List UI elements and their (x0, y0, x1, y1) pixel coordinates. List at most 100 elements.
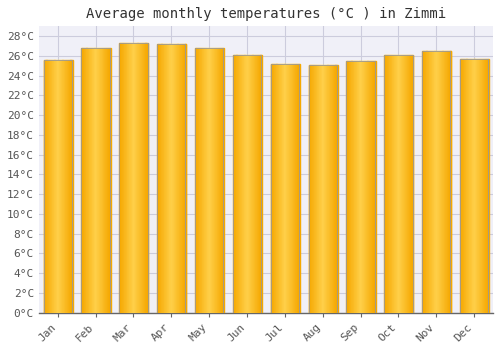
Bar (51, 60, 52, 313)
Bar (354, 61, 355, 313)
Bar (96, 48, 98, 313)
Bar (163, 44, 164, 313)
Bar (258, 55, 259, 313)
Bar (48, 60, 50, 313)
Bar (208, 48, 209, 313)
Bar (450, 51, 452, 313)
Bar (324, 65, 326, 313)
Bar (394, 55, 395, 313)
Bar (433, 51, 434, 313)
Bar (99, 48, 100, 313)
Bar (369, 61, 370, 313)
Bar (120, 43, 122, 313)
Bar (476, 59, 478, 313)
Bar (310, 65, 312, 313)
Bar (168, 44, 170, 313)
Bar (446, 51, 447, 313)
Bar (234, 55, 235, 313)
Bar (422, 51, 450, 313)
Bar (323, 65, 324, 313)
Bar (318, 65, 319, 313)
Bar (396, 55, 398, 313)
Bar (422, 51, 423, 313)
Bar (309, 65, 310, 313)
Bar (213, 48, 214, 313)
Bar (426, 51, 427, 313)
Bar (84, 48, 85, 313)
Bar (355, 61, 356, 313)
Bar (460, 59, 488, 313)
Bar (464, 59, 465, 313)
Bar (109, 48, 110, 313)
Bar (82, 48, 83, 313)
Bar (176, 44, 177, 313)
Bar (244, 55, 245, 313)
Bar (124, 43, 125, 313)
Bar (95, 48, 96, 313)
Bar (348, 61, 350, 313)
Bar (94, 48, 96, 313)
Bar (466, 59, 468, 313)
Bar (387, 55, 388, 313)
Bar (201, 48, 202, 313)
Bar (253, 55, 254, 313)
Bar (463, 59, 464, 313)
Bar (399, 55, 400, 313)
Bar (474, 59, 476, 313)
Bar (245, 55, 246, 313)
Bar (479, 59, 480, 313)
Bar (100, 48, 101, 313)
Bar (435, 51, 436, 313)
Bar (347, 61, 348, 313)
Bar (364, 61, 366, 313)
Bar (372, 61, 374, 313)
Bar (385, 55, 386, 313)
Bar (66, 60, 67, 313)
Bar (427, 51, 428, 313)
Bar (168, 44, 169, 313)
Bar (294, 64, 296, 313)
Bar (254, 55, 256, 313)
Bar (330, 65, 331, 313)
Bar (212, 48, 213, 313)
Bar (308, 65, 337, 313)
Bar (50, 60, 51, 313)
Bar (88, 48, 90, 313)
Bar (131, 43, 132, 313)
Bar (67, 60, 68, 313)
Bar (388, 55, 390, 313)
Bar (61, 60, 62, 313)
Bar (441, 51, 442, 313)
Bar (448, 51, 449, 313)
Bar (206, 48, 208, 313)
Bar (487, 59, 488, 313)
Bar (313, 65, 314, 313)
Bar (334, 65, 336, 313)
Bar (289, 64, 290, 313)
Bar (171, 44, 172, 313)
Bar (240, 55, 241, 313)
Bar (473, 59, 474, 313)
Bar (367, 61, 368, 313)
Bar (346, 61, 375, 313)
Bar (235, 55, 236, 313)
Bar (157, 44, 158, 313)
Bar (298, 64, 299, 313)
Bar (249, 55, 250, 313)
Bar (219, 48, 220, 313)
Bar (64, 60, 66, 313)
Bar (292, 64, 294, 313)
Bar (106, 48, 107, 313)
Bar (185, 44, 186, 313)
Bar (139, 43, 140, 313)
Bar (210, 48, 211, 313)
Bar (431, 51, 432, 313)
Bar (119, 43, 148, 313)
Bar (384, 55, 385, 313)
Bar (484, 59, 486, 313)
Bar (366, 61, 367, 313)
Bar (69, 60, 70, 313)
Bar (119, 43, 120, 313)
Bar (315, 65, 316, 313)
Bar (363, 61, 364, 313)
